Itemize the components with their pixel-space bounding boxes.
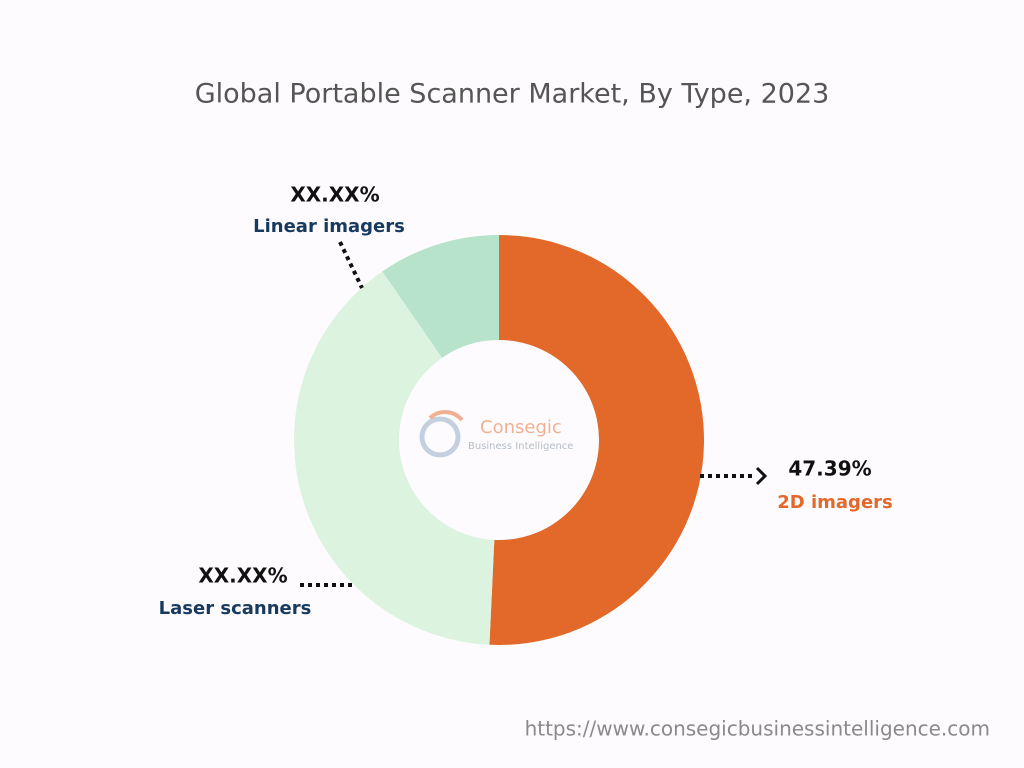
category-label: Linear imagers [253, 216, 405, 237]
logo-accent [428, 410, 464, 422]
value-label: XX.XX% [198, 564, 287, 588]
watermark-name: Consegic [480, 417, 562, 438]
category-label: 2D imagers [777, 492, 893, 513]
donut [294, 235, 705, 645]
value-label: 47.39% [788, 457, 871, 481]
slice [382, 235, 499, 358]
watermark: Consegic Business Intelligence [419, 410, 573, 458]
value-label: XX.XX% [290, 183, 379, 207]
slice [489, 235, 705, 645]
logo [419, 416, 461, 458]
leader-arrow [755, 466, 768, 486]
category-label: Laser scanners [159, 598, 312, 619]
watermark-tagline: Business Intelligence [468, 441, 573, 452]
leader-line [338, 241, 364, 289]
slice [294, 271, 495, 645]
chart-title: Global Portable Scanner Market, By Type,… [195, 79, 830, 110]
source-url: https://www.consegicbusinessintelligence… [525, 717, 990, 741]
